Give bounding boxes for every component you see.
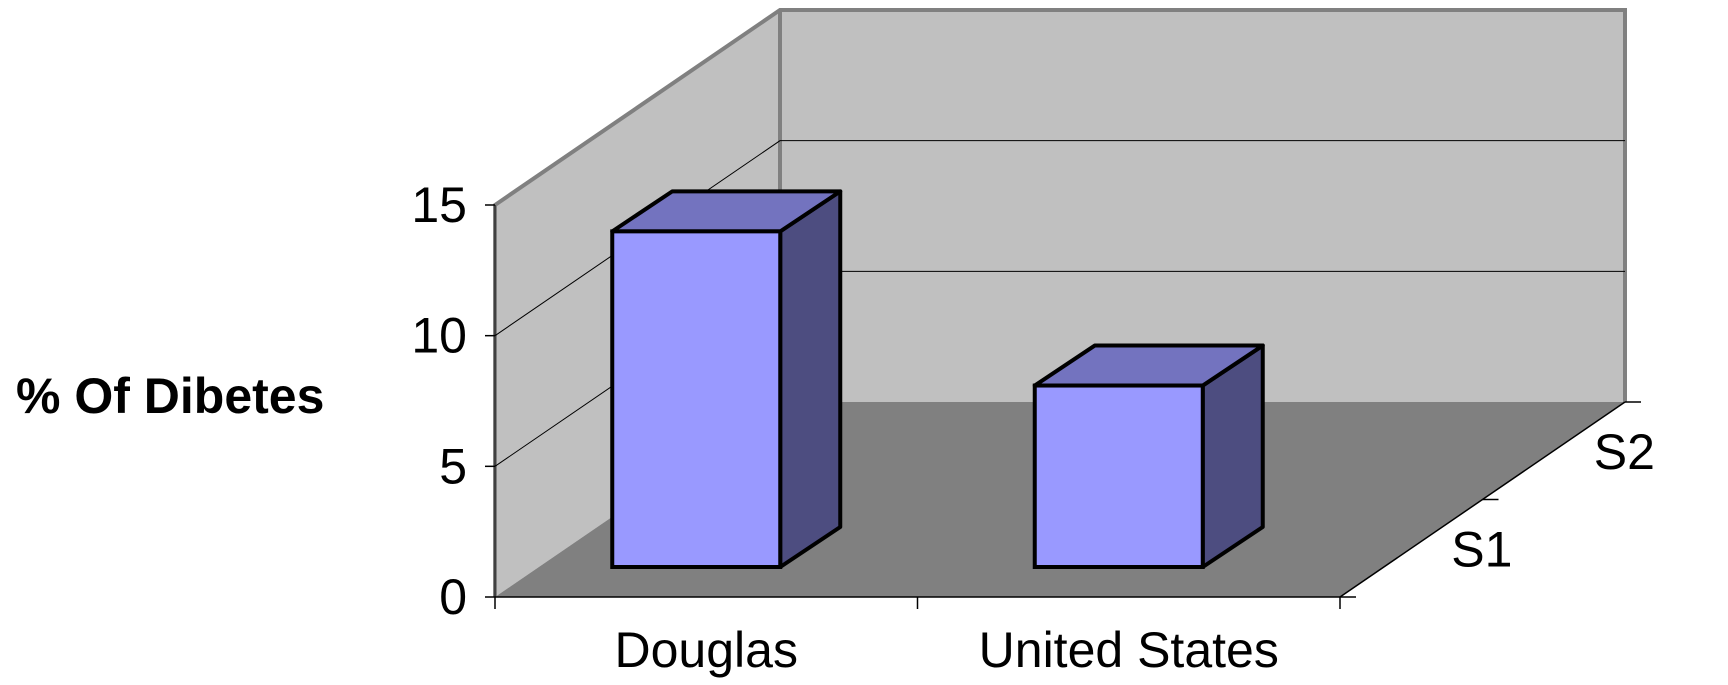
bar-front [1032,383,1205,569]
y-tick-label: 15 [411,177,467,233]
y-tick-label: 0 [439,569,467,625]
y-tick-label: 10 [411,308,467,364]
bar-side [778,189,843,569]
axes [485,204,1641,609]
depth-tick-label: S1 [1451,521,1512,577]
bar-front [610,229,783,570]
bar [610,189,843,570]
labels: 0 5 10 15 Douglas United States S1 S2 [411,177,1655,678]
depth-tick-label: S2 [1594,424,1655,480]
bars [610,189,1265,570]
x-tick-label: Douglas [615,622,798,678]
bar [1032,343,1265,569]
y-axis-label: % Of Dibetes [16,368,324,424]
gridline-10 [494,140,1625,337]
y-tick-label: 5 [439,438,467,494]
x-tick-label: United States [979,622,1279,678]
back-wall [780,10,1625,402]
